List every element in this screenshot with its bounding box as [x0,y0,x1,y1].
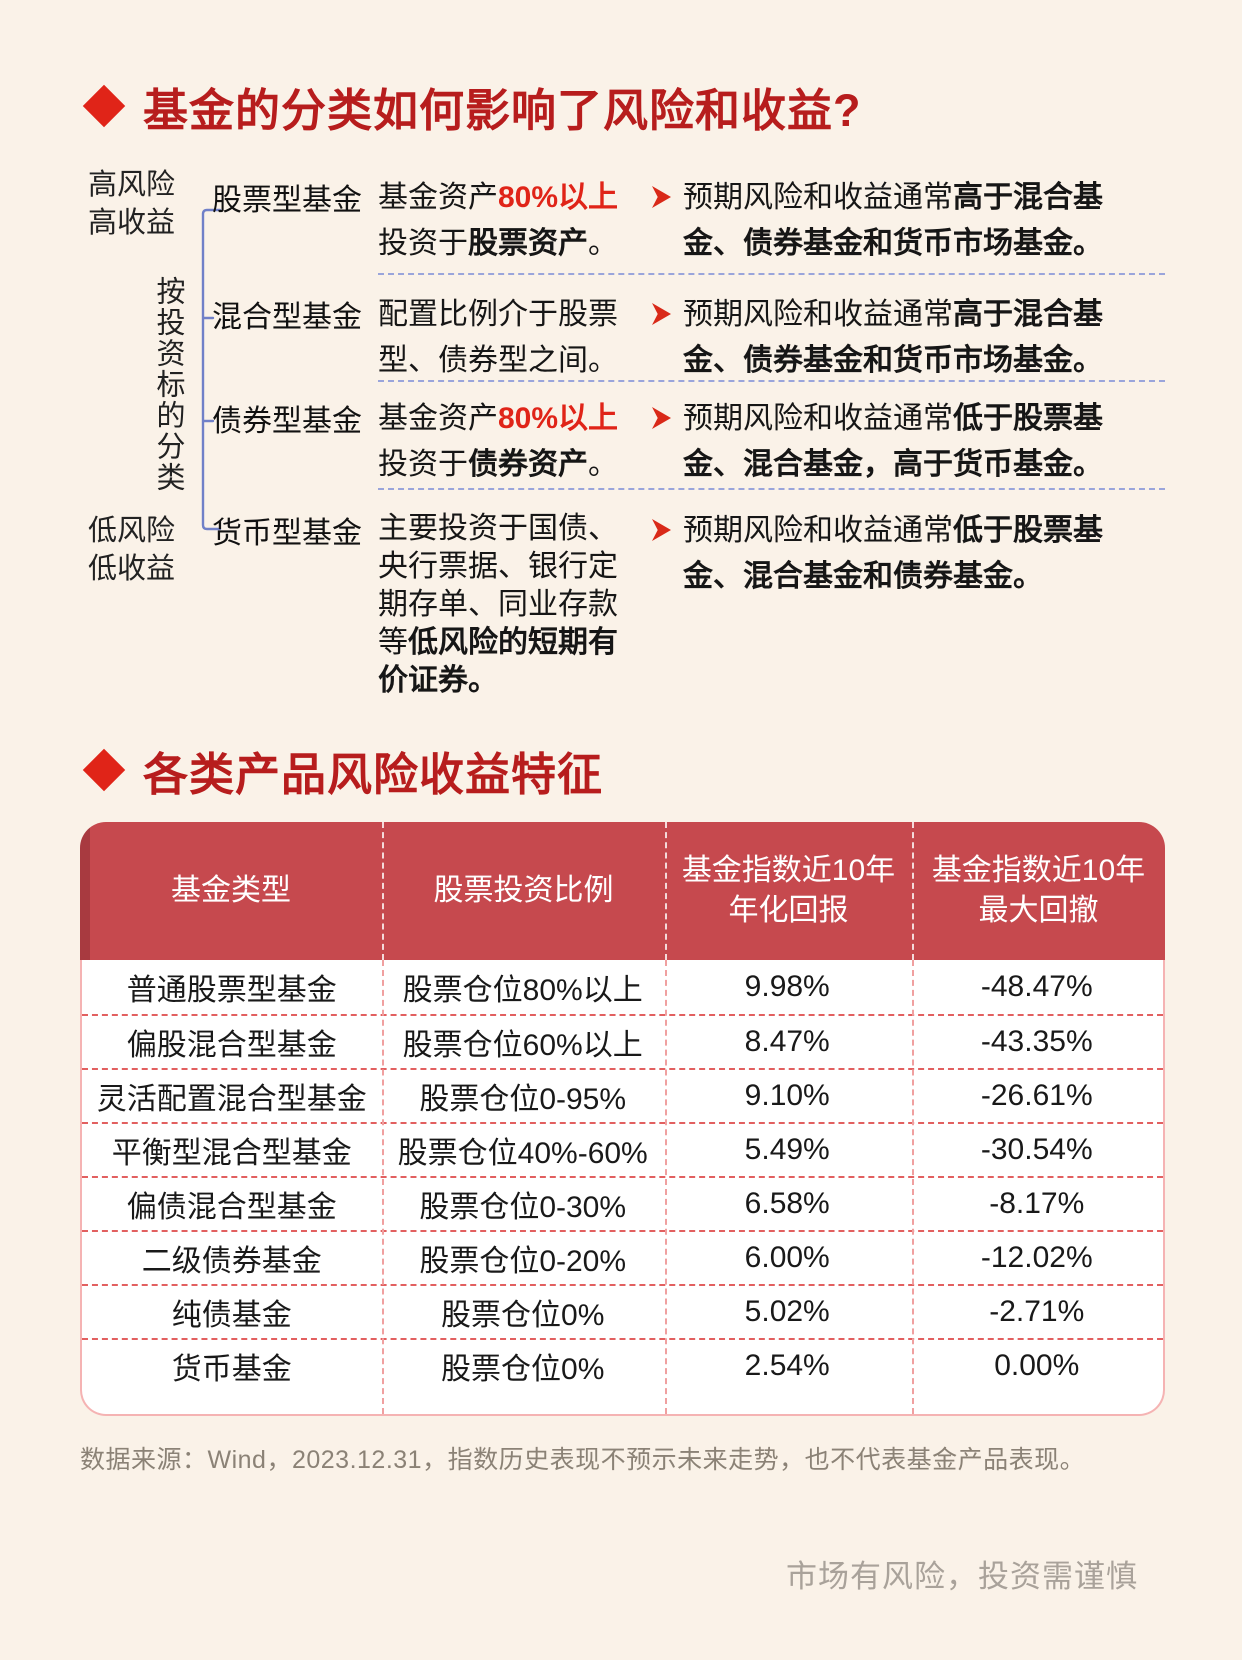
column-divider [382,960,384,1414]
column-divider [912,960,914,1414]
column-header: 基金类型 [171,874,291,907]
column-divider [912,822,914,960]
column-header: 基金指数近10年 年化回报 [681,854,896,927]
table-row: 平衡型混合型基金 股票仓位40%-60% 5.49% -30.54% [82,1122,1163,1176]
arrow-bullet-icon [652,186,671,208]
fund-type-description: 配置比例介于股票型、债券型之间。 [378,298,618,377]
fund-type-label: 混合型基金 [212,301,362,334]
high-risk-high-return-label: 高风险 高收益 [88,169,176,239]
table-row: 灵活配置混合型基金 股票仓位0-95% 9.10% -26.61% [82,1068,1163,1122]
diamond-bullet-icon [82,84,126,128]
arrow-bullet-icon [652,407,671,429]
risk-return-expectation: 预期风险和收益通常高于混合基金、债券基金和货币市场基金。 [652,175,1122,267]
table-row: 纯债基金 股票仓位0% 5.02% -2.71% [82,1284,1163,1338]
classification-axis-label: 按投资标的分类 [152,276,184,493]
fund-classification-tree: 高风险 高收益 按投资标的分类 低风险 低收益 股票型基金 基金资产80%以上投… [0,160,1242,720]
table-body: 普通股票型基金 股票仓位80%以上 9.98% -48.47% 偏股混合型基金 … [80,960,1165,1416]
column-divider [665,960,667,1414]
risk-disclaimer: 市场有风险，投资需谨慎 [786,1559,1138,1594]
risk-return-expectation: 预期风险和收益通常高于混合基金、债券基金和货币市场基金。 [652,292,1122,384]
section1-header: 基金的分类如何影响了风险和收益? [82,78,862,136]
diamond-bullet-icon [82,748,126,792]
column-divider [382,822,384,960]
fund-type-description: 基金资产80%以上投资于债券资产。 [378,402,619,481]
fund-type-label: 货币型基金 [212,517,362,550]
data-source-note: 数据来源：Wind，2023.12.31，指数历史表现不预示未来走势，也不代表基… [80,1446,1086,1474]
risk-return-expectation: 预期风险和收益通常低于股票基金、混合基金，高于货币基金。 [652,396,1122,488]
row-separator [378,273,1165,275]
fund-type-label: 股票型基金 [212,184,362,217]
fund-type-label: 债券型基金 [212,405,362,438]
row-separator [378,488,1165,490]
arrow-bullet-icon [652,519,671,541]
section1-title: 基金的分类如何影响了风险和收益? [143,84,862,136]
risk-return-expectation: 预期风险和收益通常低于股票基金、混合基金和债券基金。 [652,508,1122,600]
table-row: 货币基金 股票仓位0% 2.54% 0.00% [82,1338,1163,1392]
fund-type-description: 基金资产80%以上投资于股票资产。 [378,181,619,260]
section2-title: 各类产品风险收益特征 [143,748,604,800]
tree-bracket-line [201,208,222,531]
section2-header: 各类产品风险收益特征 [82,742,603,800]
row-separator [378,380,1165,382]
column-header: 基金指数近10年 最大回撤 [931,854,1146,927]
fund-type-description: 主要投资于国债、央行票据、银行定期存单、同业存款等低风险的短期有价证券。 [378,512,618,697]
arrow-bullet-icon [652,303,671,325]
table-row: 偏债混合型基金 股票仓位0-30% 6.58% -8.17% [82,1176,1163,1230]
low-risk-low-return-label: 低风险 低收益 [88,515,176,585]
table-row: 二级债券基金 股票仓位0-20% 6.00% -12.02% [82,1230,1163,1284]
column-header: 股票投资比例 [433,874,614,907]
table-row: 偏股混合型基金 股票仓位60%以上 8.47% -43.35% [82,1014,1163,1068]
risk-return-table: 基金类型 股票投资比例 基金指数近10年 年化回报 基金指数近10年 最大回撤 … [80,822,1165,1416]
table-header-row: 基金类型 股票投资比例 基金指数近10年 年化回报 基金指数近10年 最大回撤 [80,822,1165,960]
column-divider [665,822,667,960]
table-row: 普通股票型基金 股票仓位80%以上 9.98% -48.47% [126,970,1093,1007]
